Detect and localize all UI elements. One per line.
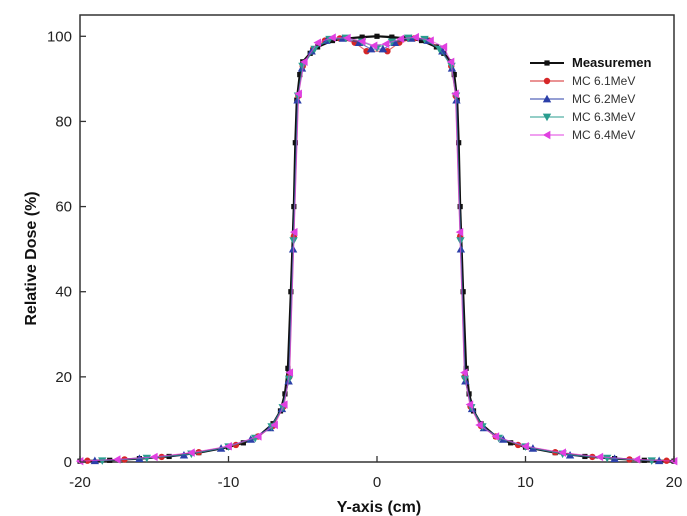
data-point	[647, 457, 656, 465]
data-point	[418, 37, 425, 44]
legend-item: MC 6.2MeV	[530, 92, 635, 106]
x-tick-label: -20	[69, 474, 91, 491]
data-point	[456, 140, 462, 146]
legend-marker	[542, 130, 551, 140]
data-point	[310, 45, 319, 54]
legend-item: MC 6.3MeV	[530, 110, 635, 124]
data-point	[381, 39, 390, 49]
data-point	[465, 400, 474, 409]
data-point	[602, 454, 612, 463]
data-point	[366, 44, 376, 53]
data-point	[328, 33, 336, 42]
series-4	[75, 32, 678, 466]
y-tick-label: 0	[64, 454, 72, 471]
data-point	[451, 72, 457, 78]
legend-item: Measuremen	[530, 55, 652, 70]
data-point	[439, 42, 448, 52]
data-point	[297, 72, 303, 78]
data-point	[460, 375, 470, 384]
data-point	[595, 452, 604, 462]
data-point	[270, 420, 278, 430]
data-point	[288, 289, 294, 295]
data-point	[254, 432, 262, 441]
data-point	[426, 36, 434, 45]
data-point	[285, 365, 291, 371]
data-point	[292, 140, 298, 146]
y-tick-label: 60	[55, 199, 72, 216]
x-tick-label: -10	[218, 474, 240, 491]
data-point	[329, 37, 336, 44]
data-point	[357, 37, 366, 46]
data-point	[632, 455, 641, 464]
data-point	[150, 452, 158, 462]
data-point	[284, 375, 294, 384]
series-line	[79, 36, 675, 462]
data-point	[396, 34, 405, 44]
data-point	[455, 227, 464, 237]
data-point	[298, 62, 307, 71]
data-point	[224, 442, 232, 451]
data-point	[460, 368, 468, 377]
data-point	[300, 57, 308, 67]
data-point	[389, 34, 395, 40]
legend-label: MC 6.3MeV	[572, 110, 635, 124]
data-point	[384, 47, 391, 55]
data-point	[460, 289, 466, 295]
legend-label: MC 6.4MeV	[572, 128, 635, 142]
legend-marker	[544, 60, 550, 66]
data-point	[521, 442, 529, 451]
data-point	[463, 365, 469, 371]
data-point	[282, 391, 288, 397]
axis-ticks: -20 -10 0 10 20 0 20 40 60 80 100	[47, 28, 682, 491]
data-point	[438, 46, 447, 55]
legend-marker	[543, 77, 551, 85]
x-tick-label: 20	[666, 474, 683, 491]
x-tick-label: 10	[517, 474, 534, 491]
data-point	[378, 44, 388, 53]
data-point	[451, 89, 459, 98]
data-point	[374, 33, 380, 39]
data-point	[466, 391, 472, 397]
legend-item: MC 6.1MeV	[530, 74, 635, 88]
data-point	[279, 400, 288, 409]
data-point	[294, 89, 302, 98]
data-point	[313, 38, 321, 47]
data-point	[285, 368, 294, 377]
x-axis-title: Y-axis (cm)	[337, 499, 421, 516]
plot-series	[75, 32, 678, 466]
legend-item: MC 6.4MeV	[530, 128, 635, 142]
data-point	[112, 455, 121, 464]
y-tick-label: 80	[55, 113, 72, 130]
data-point	[142, 454, 152, 463]
y-axis-title: Relative Dose (%)	[23, 191, 40, 325]
data-point	[343, 33, 351, 43]
data-point	[359, 34, 365, 40]
data-point	[446, 57, 455, 67]
data-point	[98, 457, 107, 465]
data-point	[240, 440, 246, 446]
data-point	[363, 47, 370, 55]
legend-label: MC 6.2MeV	[572, 92, 635, 106]
legend-marker	[542, 113, 552, 122]
data-point	[411, 32, 419, 42]
legend-label: Measuremen	[572, 55, 652, 70]
data-point	[369, 41, 378, 50]
y-tick-label: 20	[55, 369, 72, 386]
data-point	[475, 420, 483, 430]
y-tick-label: 100	[47, 28, 72, 45]
x-tick-label: 0	[373, 474, 381, 491]
legend-label: MC 6.1MeV	[572, 74, 635, 88]
data-point	[187, 448, 195, 457]
data-point	[508, 440, 514, 446]
data-point	[289, 227, 298, 237]
series-line	[102, 37, 652, 462]
legend-marker	[542, 94, 552, 103]
data-point	[558, 448, 566, 457]
legend: Measuremen MC 6.1MeV MC 6.2MeV MC 6.3MeV MC …	[530, 55, 652, 142]
y-tick-label: 40	[55, 284, 72, 301]
data-point	[491, 432, 500, 441]
